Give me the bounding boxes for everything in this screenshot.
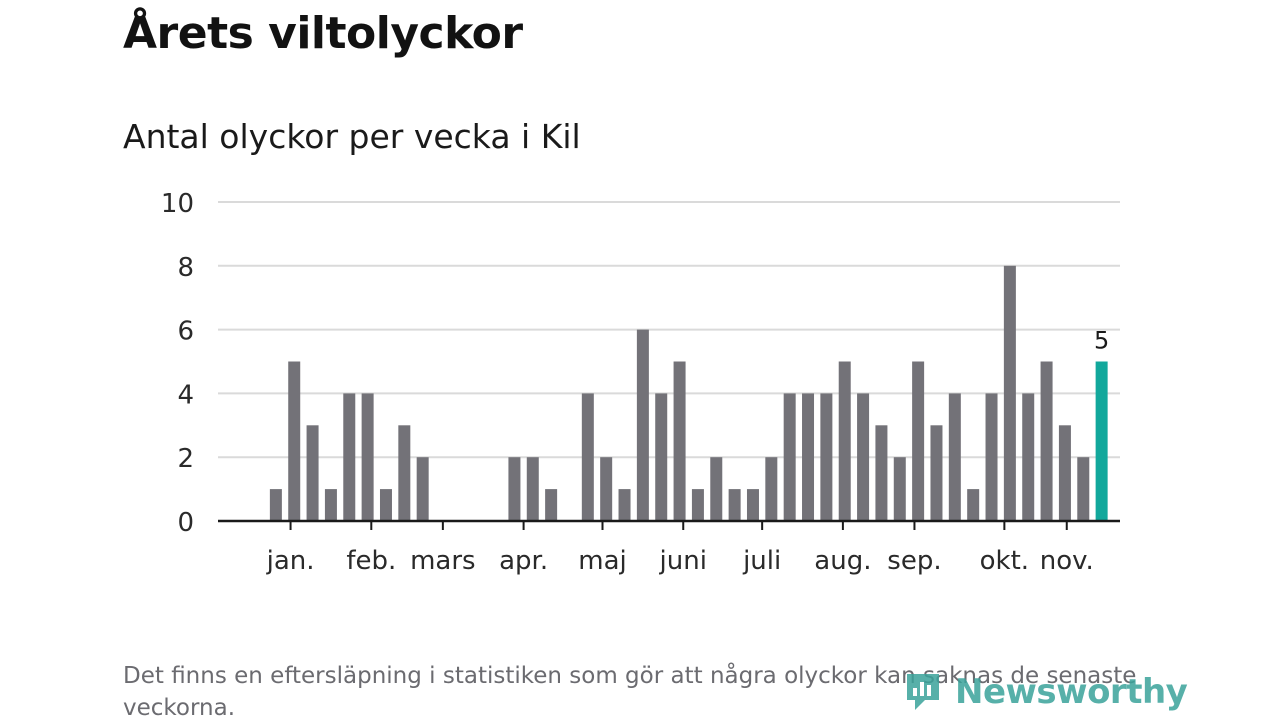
brand-logo: Newsworthy [903, 670, 1188, 714]
bar [324, 489, 337, 521]
chart-title: Årets viltolyckor [123, 8, 523, 59]
highlight-bar [1095, 361, 1108, 521]
x-tick-label: jan. [266, 546, 315, 576]
x-tick-label: juni [659, 546, 707, 576]
bar [875, 425, 888, 521]
y-tick-label: 8 [177, 253, 194, 283]
bar [930, 425, 943, 521]
bar [765, 457, 778, 521]
bar [343, 393, 356, 521]
y-tick-label: 10 [161, 189, 194, 219]
bar [379, 489, 392, 521]
bar [1022, 393, 1035, 521]
bar [967, 489, 980, 521]
bar [526, 457, 539, 521]
bar [1040, 361, 1053, 521]
bar [618, 489, 631, 521]
bar [600, 457, 613, 521]
y-tick-label: 6 [177, 317, 194, 347]
bar [802, 393, 815, 521]
x-tick-label: mars [410, 546, 476, 576]
x-tick-label: nov. [1040, 546, 1094, 576]
bar [820, 393, 833, 521]
y-tick-label: 0 [177, 508, 194, 538]
footnote: Det finns en eftersläpning i statistiken… [123, 663, 1137, 721]
bar [710, 457, 723, 521]
bar [269, 489, 282, 521]
x-tick-label: apr. [499, 546, 548, 576]
x-tick-label: sep. [887, 546, 941, 576]
bar [581, 393, 594, 521]
brand-name: Newsworthy [955, 672, 1188, 712]
bar [893, 457, 906, 521]
bar [416, 457, 429, 521]
bar [912, 361, 925, 521]
x-tick-label: aug. [814, 546, 871, 576]
chart-subtitle: Antal olyckor per vecka i Kil [123, 117, 581, 156]
bar [691, 489, 704, 521]
bar [673, 361, 686, 521]
bar [508, 457, 521, 521]
y-tick-label: 4 [177, 380, 194, 410]
x-tick-label: maj [578, 546, 626, 576]
bar [838, 361, 851, 521]
bar [1077, 457, 1090, 521]
x-tick-label: juli [742, 546, 781, 576]
bar [746, 489, 759, 521]
bar [288, 361, 301, 521]
bar-value-label: 5 [1094, 327, 1109, 355]
x-tick-label: feb. [346, 546, 396, 576]
x-tick-label: okt. [980, 546, 1029, 576]
bar [398, 425, 411, 521]
bar [948, 393, 961, 521]
newsworthy-logo-icon [907, 674, 939, 710]
bar [857, 393, 870, 521]
y-tick-label: 2 [177, 444, 194, 474]
bar [1003, 265, 1016, 521]
bar [985, 393, 998, 521]
bar [361, 393, 374, 521]
bar [783, 393, 796, 521]
bar [636, 329, 649, 521]
bar [655, 393, 668, 521]
bar [306, 425, 319, 521]
bar [728, 489, 741, 521]
bar [1058, 425, 1071, 521]
bar [545, 489, 558, 521]
